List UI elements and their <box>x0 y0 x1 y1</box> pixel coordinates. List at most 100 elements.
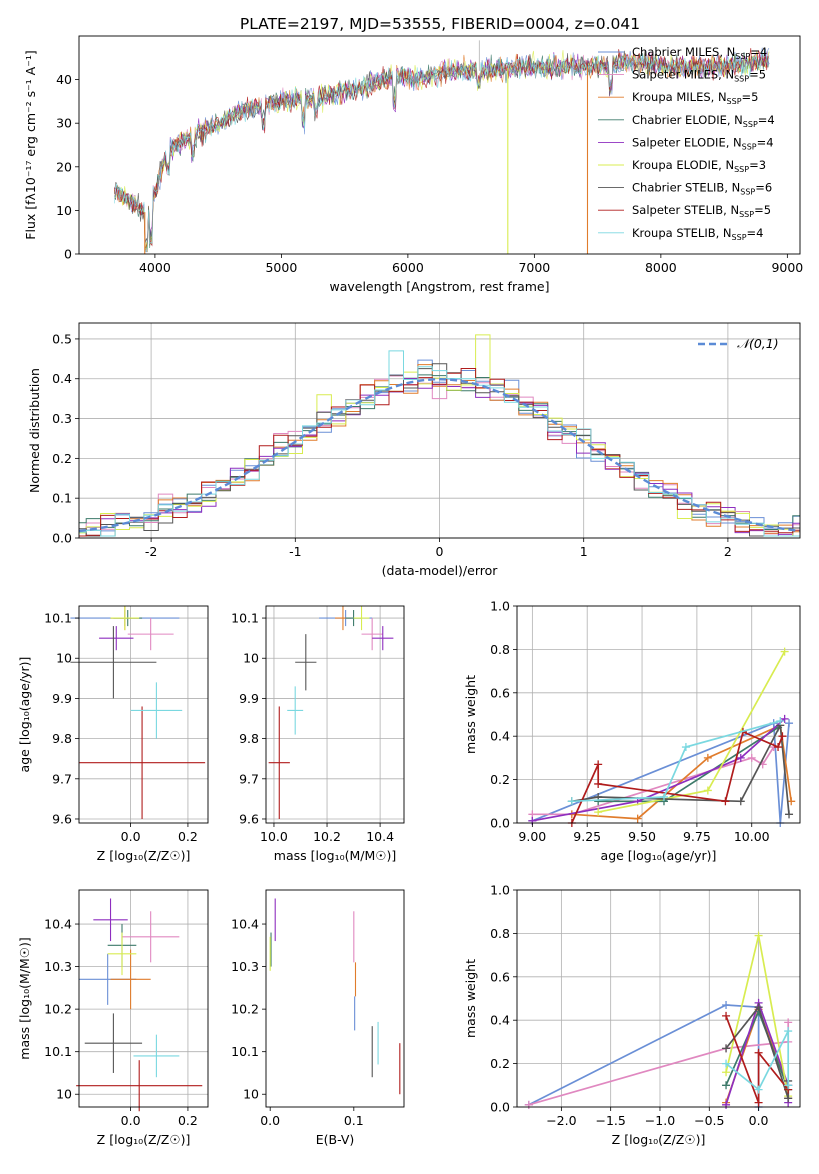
weight-age-xtick-label: 9.25 <box>573 829 601 844</box>
spectrum-xtick-label: 4000 <box>139 260 171 275</box>
residuals-ytick-label: 0.2 <box>52 451 72 466</box>
weight-z-marker <box>754 1098 763 1107</box>
mass-ebv-ytick-label: 10.1 <box>231 1044 259 1059</box>
weight-z-ytick-label: 0.0 <box>490 1100 510 1115</box>
weight-z-ytick-label: 0.8 <box>490 926 510 941</box>
weight-z-marker <box>722 1081 731 1090</box>
age-mass-ytick-label: 9.9 <box>239 691 259 706</box>
weight-age-ylabel: mass weight <box>463 675 478 754</box>
spectrum-plot-area <box>114 40 770 254</box>
spectrum-ytick-label: 30 <box>56 116 72 131</box>
weight-age-marker <box>567 797 576 806</box>
legend-entry: Salpeter ELODIE, NSSP=4 <box>632 135 774 151</box>
weight-age-marker <box>703 753 712 762</box>
mass-z-ytick-label: 10.4 <box>44 917 72 932</box>
weight-z-marker <box>754 1048 763 1057</box>
weight-age-marker <box>780 714 789 723</box>
spectrum-frame <box>78 35 801 255</box>
weight-z-marker <box>784 1094 793 1103</box>
weight-age-ytick-label: 0.6 <box>490 685 510 700</box>
weight-z-ytick-label: 0.6 <box>490 969 510 984</box>
age-z-plot-area <box>70 606 206 819</box>
spectrum-xtick-label: 6000 <box>392 260 424 275</box>
weight-age-xlabel: age [log₁₀(age/yr)] <box>601 848 717 863</box>
weight-age-marker <box>785 810 794 819</box>
mass-ebv-ytick-label: 10.4 <box>231 917 259 932</box>
age-mass-xtick-label: 10.4 <box>366 829 394 844</box>
mass-z-xtick-label: 0.0 <box>121 1113 141 1128</box>
residual-hist-salpeter-elodie <box>79 378 800 537</box>
weight-z-marker <box>784 1081 793 1090</box>
spectrum-xtick-label: 5000 <box>265 260 297 275</box>
age-z-axes: 0.0 0.2 9.6 9.7 9.8 9.9 10 10.1 Z [log₁₀(Z/Z☉)] a… <box>17 605 209 863</box>
weight-age-marker <box>747 753 756 762</box>
spectrum-ylabel: Flux [fλ10⁻¹⁷ erg cm⁻² s⁻¹ A⁻¹] <box>23 50 38 239</box>
mass-ebv-panel: 0.0 0.1 10 10.1 10.2 10.3 10.4 E(B-V) <box>231 889 405 1147</box>
weight-age-ytick-label: 0.8 <box>490 642 510 657</box>
weight-age-frame <box>516 605 801 824</box>
weight-age-ytick-label: 0.0 <box>490 816 510 831</box>
spectrum-legend: Chabrier MILES, NSSP=4 Salpeter MILES, NS… <box>598 45 775 242</box>
weight-z-ytick-label: 1.0 <box>490 883 510 898</box>
residuals-xtick-label: 1 <box>580 544 588 559</box>
residuals-ytick-label: 0.1 <box>52 491 72 506</box>
weight-z-xtick-label: −2.0 <box>546 1113 576 1128</box>
weight-age-ytick-label: 0.4 <box>490 729 510 744</box>
mass-z-grid <box>79 890 208 1107</box>
residuals-xtick-label: 0 <box>436 544 444 559</box>
normal-reference-curve <box>78 377 801 533</box>
age-mass-panel: 10.0 10.2 10.4 9.6 9.7 9.8 9.9 10 10.1 mass [log₁… <box>231 605 405 863</box>
residual-hist-kroupa-stelib <box>79 350 800 537</box>
weight-z-ytick-label: 0.4 <box>490 1013 510 1028</box>
residuals-panel: -2 -1 0 1 2 0.0 0.1 0.2 0.3 0.4 0.5 (data-model)/er… <box>27 322 801 578</box>
age-mass-ytick-label: 10 <box>243 651 259 666</box>
mass-z-ytick-label: 10.3 <box>44 959 72 974</box>
spectrum-ytick-label: 10 <box>56 203 72 218</box>
weight-z-marker <box>524 1100 533 1109</box>
mass-ebv-ytick-label: 10.3 <box>231 959 259 974</box>
mass-ebv-ytick-label: 10.2 <box>231 1002 259 1017</box>
residuals-ytick-label: 0.0 <box>52 531 72 546</box>
legend-entry: Kroupa ELODIE, NSSP=3 <box>632 158 766 174</box>
weight-z-xtick-label: −1.5 <box>595 1113 625 1128</box>
weight-z-xlabel: Z [log₁₀(Z/Z☉)] <box>612 1132 706 1147</box>
weight-age-xtick-label: 9.00 <box>518 829 546 844</box>
weight-age-marker <box>778 732 787 741</box>
spectrum-xlabel: wavelength [Angstrom, rest frame] <box>329 279 549 294</box>
figure-title: PLATE=2197, MJD=53555, FIBERID=0004, z=0… <box>240 15 640 33</box>
age-mass-ytick-label: 10.1 <box>231 611 259 626</box>
weight-z-marker <box>722 1100 731 1109</box>
weight-age-ytick-label: 0.2 <box>490 772 510 787</box>
weight-z-plot-area <box>524 931 793 1111</box>
legend-entry: Chabrier ELODIE, NSSP=4 <box>632 113 775 129</box>
weight-age-ytick-label: 1.0 <box>490 599 510 614</box>
residual-hist-chabrier-elodie <box>79 374 800 537</box>
residuals-plot-area <box>78 334 801 537</box>
weight-age-xtick-label: 10.00 <box>734 829 770 844</box>
mass-z-ytick-label: 10.1 <box>44 1044 72 1059</box>
weight-age-xtick-label: 9.75 <box>683 829 711 844</box>
age-mass-xtick-label: 10.2 <box>313 829 341 844</box>
mass-ebv-xlabel: E(B-V) <box>316 1132 355 1147</box>
mass-z-panel: 0.0 0.2 10 10.1 10.2 10.3 10.4 Z [log₁₀(Z/Z☉)] m… <box>17 889 209 1147</box>
residual-hist-salpeter-stelib <box>79 368 800 537</box>
age-z-panel: 0.0 0.2 9.6 9.7 9.8 9.9 10 10.1 Z [log₁₀(Z/Z☉)] a… <box>17 605 209 863</box>
mass-ebv-xtick-label: 0.0 <box>260 1113 280 1128</box>
weight-z-frame <box>516 889 801 1108</box>
legend-entry: Kroupa STELIB, NSSP=4 <box>632 226 763 242</box>
mass-ebv-ytick-label: 10 <box>243 1087 259 1102</box>
weight-z-line-salpeter-stelib <box>725 1015 789 1103</box>
age-z-ytick-label: 9.8 <box>52 731 72 746</box>
residual-hist-chabrier-stelib <box>79 363 800 537</box>
weight-z-marker <box>722 1001 731 1010</box>
weight-age-marker <box>776 717 785 726</box>
residuals-ytick-label: 0.5 <box>52 331 72 346</box>
weight-age-marker <box>736 797 745 806</box>
age-mass-ytick-label: 9.8 <box>239 731 259 746</box>
spectrum-xtick-label: 9000 <box>771 260 803 275</box>
weight-age-axes: 9.00 9.25 9.50 9.75 10.00 0.0 0.2 0.4 0.6 0.8 1.0 a… <box>463 599 801 863</box>
mass-z-ylabel: mass [log₁₀(M/M☉)] <box>17 937 32 1059</box>
mass-ebv-frame <box>265 889 405 1108</box>
age-mass-axes: 10.0 10.2 10.4 9.6 9.7 9.8 9.9 10 10.1 mass [log₁… <box>231 605 405 863</box>
